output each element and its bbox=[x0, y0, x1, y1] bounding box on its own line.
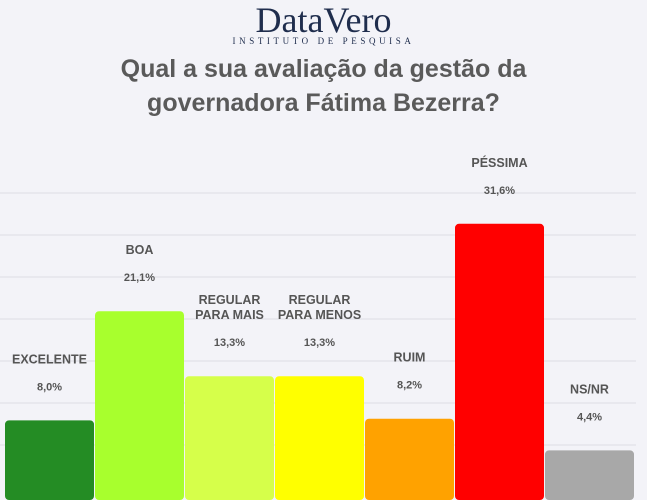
value-label: 31,6% bbox=[484, 185, 515, 197]
bar-5 bbox=[455, 223, 544, 500]
value-label: 8,0% bbox=[37, 381, 62, 393]
category-label: PARA MENOS bbox=[278, 308, 361, 322]
bar-0 bbox=[5, 420, 94, 500]
bar-2 bbox=[185, 376, 274, 500]
value-label: 13,3% bbox=[214, 337, 245, 349]
datavero-logo: DataVero INSTITUTO DE PESQUISA bbox=[0, 0, 647, 46]
category-label: PARA MAIS bbox=[195, 308, 264, 322]
value-label: 21,1% bbox=[124, 272, 155, 284]
bar-3 bbox=[275, 376, 364, 500]
category-label: NS/NR bbox=[570, 382, 609, 396]
chart-title-line-1: Qual a sua avaliação da gestão da bbox=[120, 55, 527, 83]
bar-1 bbox=[95, 311, 184, 500]
value-label: 4,4% bbox=[577, 411, 602, 423]
logo-name: DataVero bbox=[255, 0, 392, 40]
category-label: PÉSSIMA bbox=[471, 155, 527, 170]
category-label: BOA bbox=[126, 243, 154, 257]
bar-4 bbox=[365, 418, 454, 500]
logo-tagline: INSTITUTO DE PESQUISA bbox=[232, 36, 415, 46]
chart-title-line-2: governadora Fátima Bezerra? bbox=[147, 89, 500, 117]
category-label: REGULAR bbox=[199, 293, 261, 307]
bars bbox=[5, 223, 634, 500]
value-label: 8,2% bbox=[397, 380, 422, 392]
value-label: 13,3% bbox=[304, 337, 335, 349]
chart-title: Qual a sua avaliação da gestão da govern… bbox=[0, 52, 647, 120]
bar-6 bbox=[545, 450, 634, 500]
category-label: EXCELENTE bbox=[12, 352, 87, 366]
category-label: RUIM bbox=[394, 351, 426, 365]
category-label: REGULAR bbox=[289, 293, 351, 307]
